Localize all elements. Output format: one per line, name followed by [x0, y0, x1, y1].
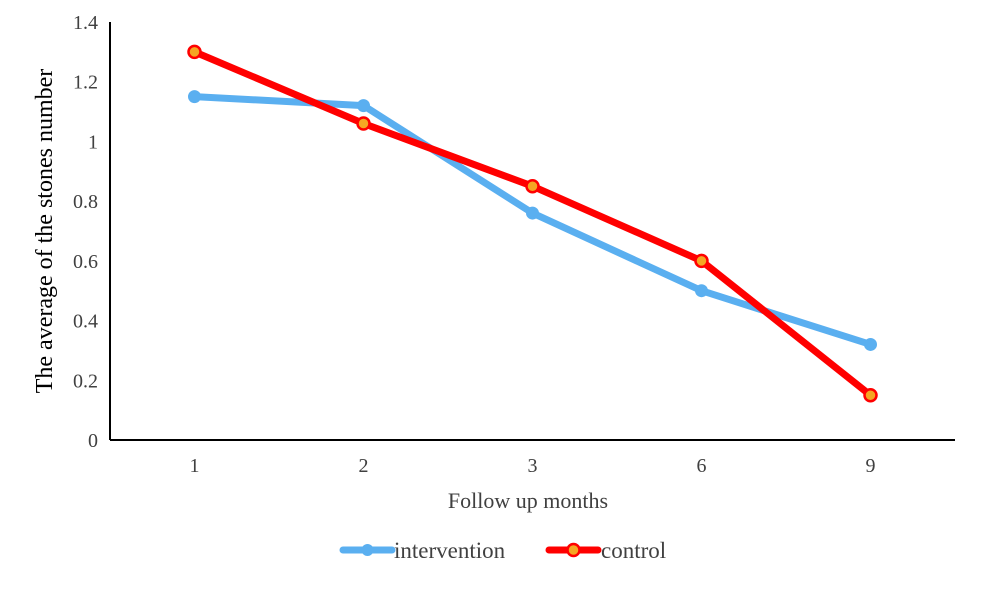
series-1: [187, 44, 878, 403]
series-line: [191, 93, 874, 348]
data-point: [694, 253, 709, 269]
y-tick-label: 0.6: [73, 251, 98, 273]
data-point: [187, 44, 202, 60]
legend-swatch-marker: [566, 542, 581, 558]
data-point: [525, 178, 540, 194]
data-point: [188, 90, 201, 104]
data-point: [695, 284, 708, 298]
legend-item: intervention: [339, 538, 506, 563]
y-tick-label: 0.2: [73, 370, 98, 392]
axes: [109, 22, 955, 441]
tick-labels: 0 0.2 0.4 0.6 0.8 1 1.2 1.4 1 2 3 6 9: [73, 12, 876, 477]
legend-label: control: [601, 538, 666, 563]
data-point: [863, 387, 878, 403]
x-tick-label: 9: [866, 455, 876, 477]
legend-item: control: [545, 538, 666, 563]
y-tick-label: 0: [88, 430, 98, 452]
x-tick-label: 2: [359, 455, 369, 477]
y-axis-title-group: The average of the stones number: [32, 69, 58, 394]
x-axis-title: Follow up months: [448, 488, 608, 513]
legend: intervention control: [339, 538, 666, 563]
data-point: [356, 116, 371, 131]
y-tick-label: 0.4: [73, 311, 98, 333]
series-0: [188, 90, 877, 351]
x-tick-label: 1: [190, 455, 200, 477]
data-point: [526, 206, 539, 220]
x-tick-label: 3: [528, 455, 538, 477]
data-point: [357, 99, 370, 113]
y-tick-label: 0.8: [73, 191, 98, 213]
y-tick-label: 1.4: [73, 12, 98, 34]
y-tick-label: 1.2: [73, 72, 98, 94]
y-tick-label: 1: [88, 131, 98, 153]
series-lines: [187, 44, 878, 403]
data-point: [864, 337, 877, 351]
legend-swatch-marker: [361, 544, 374, 556]
y-axis-title: The average of the stones number: [32, 69, 58, 394]
legend-label: intervention: [394, 538, 506, 563]
x-tick-label: 6: [697, 455, 707, 477]
